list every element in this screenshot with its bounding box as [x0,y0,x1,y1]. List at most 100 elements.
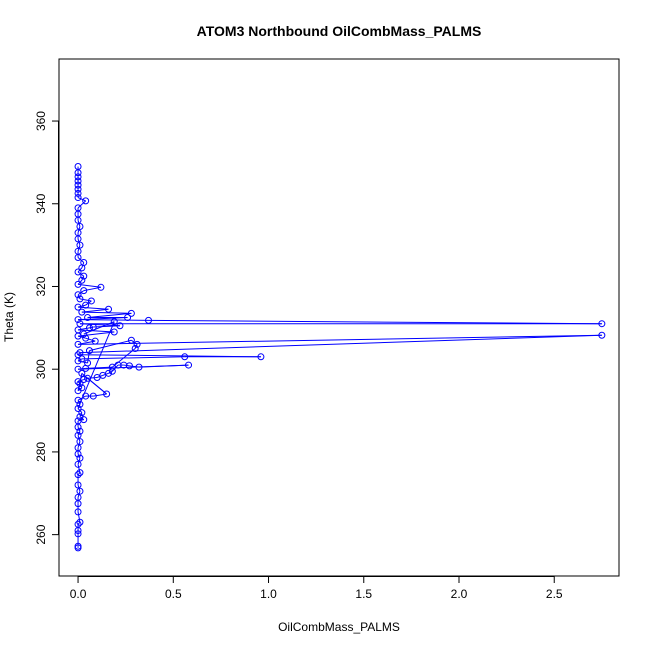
y-tick-label: 340 [34,193,48,213]
series-segment [77,426,81,432]
series-segment [78,334,602,345]
data-point [76,427,84,435]
data-point [78,384,86,392]
data-point [89,323,97,331]
series-segment [77,521,81,525]
x-tick-label: 2.0 [451,587,468,601]
series-segment [87,376,98,379]
data-point [74,396,82,404]
data-point [74,508,82,516]
data-point [78,276,86,284]
data-point [127,336,135,344]
data-point [598,331,606,339]
data-point [257,353,265,361]
series-segment [77,472,81,476]
data-point [108,367,116,375]
series-segment [77,290,85,296]
series-segment [77,294,81,300]
data-point [74,204,82,212]
data-point [76,469,84,477]
data-point [87,297,95,305]
data-point [74,280,82,288]
data-point [85,324,93,332]
series-segment [108,370,113,374]
series-segment [77,304,86,308]
data-point [116,322,124,330]
data-point [145,316,153,324]
data-point [135,363,143,371]
series-segment [77,197,86,202]
x-tick-label: 1.0 [260,587,277,601]
series-segment [148,319,602,325]
data-point [89,392,97,400]
data-point [110,318,118,326]
series-points [74,163,606,552]
x-tick-label: 0.0 [70,587,87,601]
data-point [598,320,606,328]
data-point [80,258,88,266]
data-point [76,518,84,526]
data-point [78,308,86,316]
data-point [84,374,92,382]
x-tick-label: 2.5 [546,587,563,601]
series-segment [77,257,85,263]
data-point [82,334,90,342]
series-segment [83,321,115,335]
data-point [84,359,92,367]
data-point [74,340,82,348]
data-point [82,301,90,309]
data-point [76,349,84,357]
data-point [82,392,90,400]
data-point [80,330,88,338]
series-segment [79,298,92,302]
series-segment [77,387,83,392]
data-point [74,365,82,373]
series-segment [78,329,115,333]
series-segment [77,431,81,436]
data-point [74,542,82,550]
data-point [74,163,82,171]
data-point [76,241,84,249]
data-point [105,369,113,377]
data-point [74,471,82,479]
series-segment [85,300,92,306]
y-axis: 260 280 300 320 340 360 [34,111,59,545]
data-point [74,493,82,501]
data-point [124,314,132,321]
data-point [76,380,84,388]
series-segment [78,354,261,358]
data-point [74,229,82,237]
data-point [74,303,82,311]
series-segment [77,464,81,473]
x-axis-label: OilCombMass_PALMS [278,620,400,634]
data-point [74,530,82,538]
data-point [74,247,82,255]
data-point [85,347,93,355]
series-segment [77,271,85,277]
data-point [74,316,82,324]
y-tick-label: 280 [34,442,48,462]
y-tick-label: 260 [34,524,48,544]
series-segment [79,412,83,417]
series-segment [77,321,115,409]
series-segment [78,364,189,370]
data-point [74,194,82,202]
data-point [76,400,84,408]
x-tick-label: 0.5 [165,587,182,601]
data-point [127,309,135,317]
chart-title: ATOM3 Northbound OilCombMass_PALMS [197,23,482,39]
series-segment [87,312,132,318]
data-point [110,328,118,336]
data-point [133,340,141,348]
series-segment [77,327,90,331]
series-segment [89,339,132,352]
series-segment [85,366,113,369]
data-point [82,197,90,205]
data-point [74,268,82,276]
data-point [76,223,84,231]
series-segment [81,275,85,281]
series-segment [77,352,81,356]
series-segment [79,416,85,421]
data-point [74,431,82,439]
